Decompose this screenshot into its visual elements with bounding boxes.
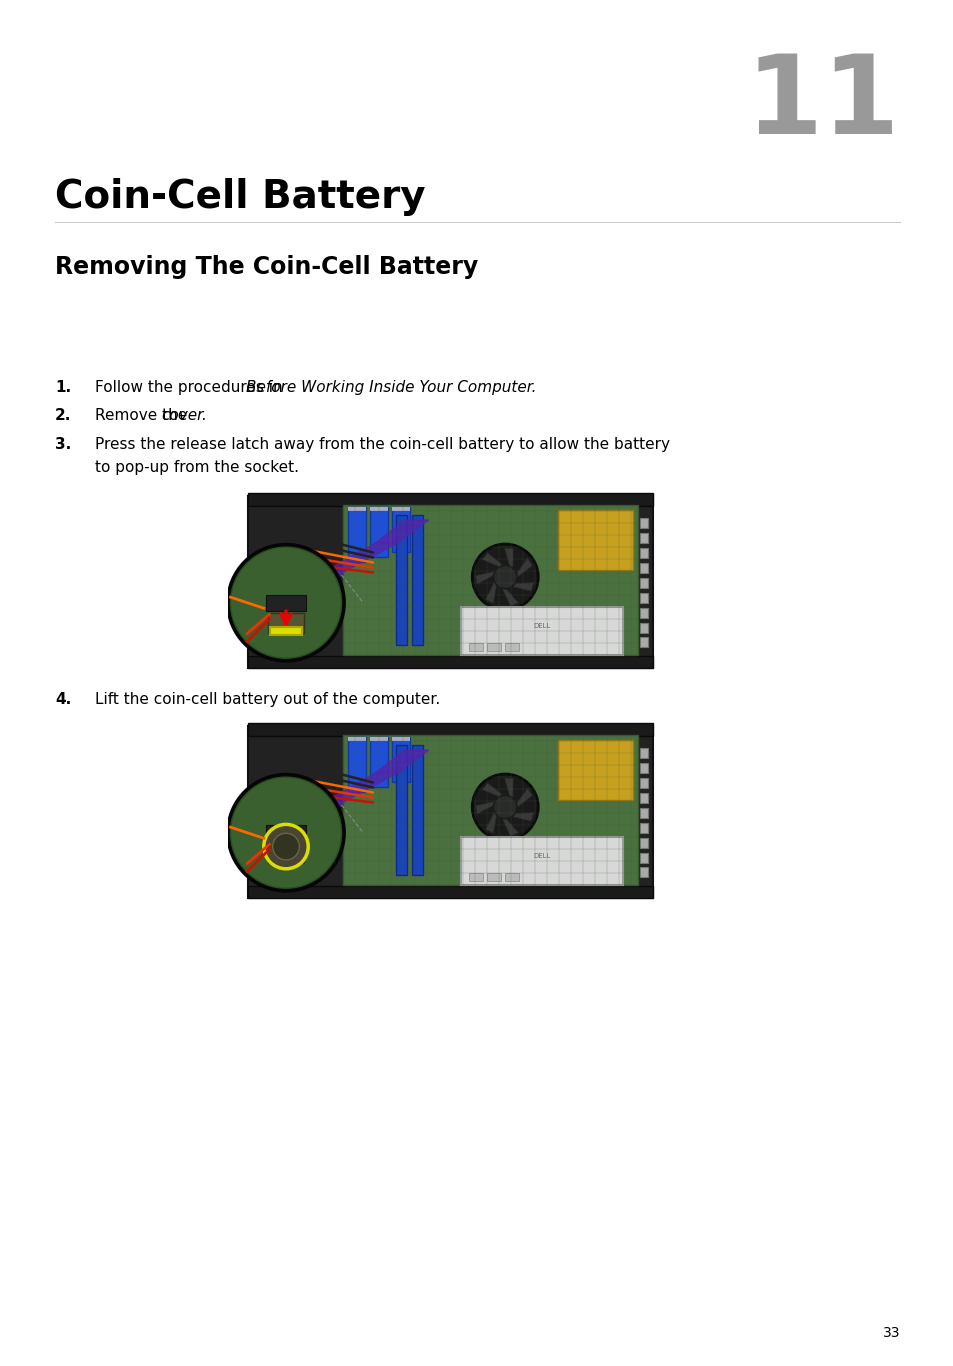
Text: 1.: 1.: [55, 380, 71, 395]
Text: 11: 11: [744, 51, 899, 157]
Text: Press the release latch away from the coin-cell battery to allow the battery: Press the release latch away from the co…: [95, 437, 669, 452]
Text: Removing The Coin-Cell Battery: Removing The Coin-Cell Battery: [55, 255, 477, 279]
Text: to pop-up from the socket.: to pop-up from the socket.: [95, 460, 298, 475]
Text: 2.: 2.: [55, 408, 71, 423]
Text: 4.: 4.: [55, 693, 71, 708]
Text: Follow the procedures in: Follow the procedures in: [95, 380, 287, 395]
Text: Coin-Cell Battery: Coin-Cell Battery: [55, 178, 425, 216]
Text: Before Working Inside Your Computer.: Before Working Inside Your Computer.: [246, 380, 537, 395]
Text: 33: 33: [882, 1326, 899, 1340]
Text: 3.: 3.: [55, 437, 71, 452]
Text: Lift the coin-cell battery out of the computer.: Lift the coin-cell battery out of the co…: [95, 693, 439, 708]
Text: cover.: cover.: [161, 408, 207, 423]
Text: Remove the: Remove the: [95, 408, 192, 423]
